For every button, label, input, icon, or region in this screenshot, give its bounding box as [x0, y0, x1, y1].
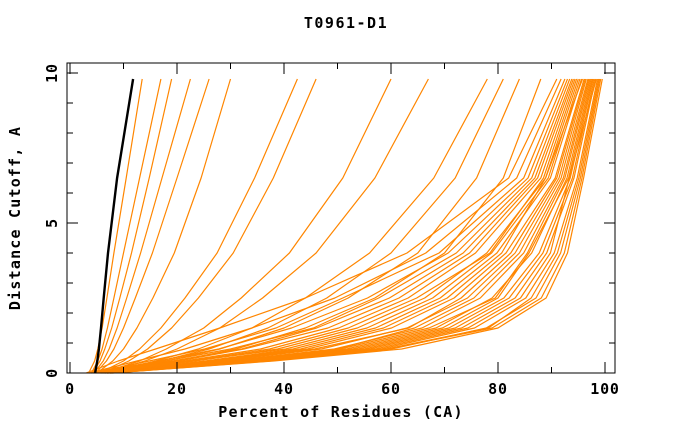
y-tick-label: 0 — [43, 368, 61, 378]
x-tick-label: 0 — [65, 380, 75, 398]
model-curve — [106, 78, 592, 374]
x-tick-label: 100 — [590, 380, 620, 398]
plot-frame — [66, 62, 616, 374]
model-curve — [107, 78, 488, 374]
model-curve — [101, 78, 392, 374]
model-curve — [88, 78, 143, 374]
x-tick-label: 80 — [488, 380, 508, 398]
x-axis-title: Percent of Residues (CA) — [218, 403, 464, 421]
model-curve — [101, 78, 584, 374]
model-curve — [109, 78, 520, 374]
model-curve — [95, 78, 573, 374]
reference-curve — [93, 78, 135, 374]
model-curve — [85, 78, 558, 374]
y-tick-label: 10 — [43, 63, 61, 83]
model-curve — [112, 78, 603, 374]
model-curve — [100, 78, 583, 374]
model-curve — [101, 78, 317, 374]
model-curve — [91, 78, 173, 374]
chart-title: T0961-D1 — [304, 14, 388, 32]
model-curve — [108, 78, 595, 374]
plot-border — [66, 62, 616, 374]
model-curve — [96, 78, 232, 374]
x-tick-label: 40 — [274, 380, 294, 398]
axis-tick-labels: 0 20 40 60 80 100 0 5 10 — [43, 63, 620, 398]
series-layer — [85, 78, 603, 374]
y-tick-label: 5 — [43, 218, 61, 228]
model-curve — [109, 78, 542, 374]
y-axis-title: Distance Cutoff, A — [6, 126, 24, 310]
model-curve — [91, 78, 566, 374]
model-curve — [99, 78, 298, 374]
model-curve — [107, 78, 594, 374]
model-curve — [104, 78, 587, 374]
model-curve — [97, 78, 576, 374]
model-curve — [107, 78, 593, 374]
x-tick-label: 60 — [381, 380, 401, 398]
model-curve — [104, 78, 429, 374]
model-curve — [95, 78, 210, 374]
model-curve — [107, 78, 504, 374]
model-curve — [93, 78, 191, 374]
axis-ticks — [67, 63, 615, 374]
x-tick-label: 20 — [167, 380, 187, 398]
